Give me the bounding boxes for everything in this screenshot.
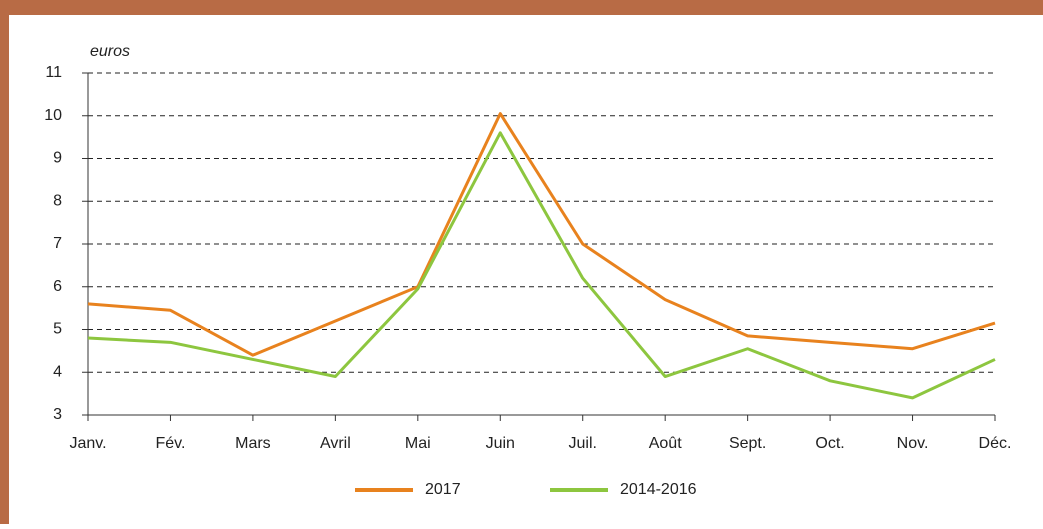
y-axis-label: euros — [90, 43, 130, 60]
y-tick-label: 10 — [44, 107, 62, 124]
x-tick-label: Fév. — [155, 435, 185, 452]
legend-label: 2014-2016 — [620, 481, 697, 498]
y-tick-label: 4 — [53, 363, 62, 380]
x-tick-label: Janv. — [69, 435, 106, 452]
x-tick-label: Mai — [405, 435, 431, 452]
x-tick-label: Nov. — [897, 435, 929, 452]
legend-label: 2017 — [425, 481, 461, 498]
x-tick-label: Mars — [235, 435, 271, 452]
y-tick-label: 7 — [53, 235, 62, 252]
series-line — [87, 131, 996, 400]
x-tick-label: Avril — [320, 435, 351, 452]
y-tick-label: 3 — [53, 406, 62, 423]
y-tick-label: 6 — [53, 278, 62, 295]
x-tick-label: Août — [649, 435, 682, 452]
y-tick-label: 8 — [53, 192, 62, 209]
background — [9, 15, 1043, 524]
y-tick-label: 5 — [53, 321, 62, 338]
x-tick-label: Juin — [486, 435, 515, 452]
y-tick-label: 9 — [53, 150, 62, 167]
y-tick-label: 11 — [45, 64, 62, 81]
x-tick-label: Oct. — [815, 435, 844, 452]
x-tick-label: Sept. — [729, 435, 766, 452]
series-line — [87, 112, 996, 357]
x-tick-label: Déc. — [979, 435, 1012, 452]
x-tick-label: Juil. — [569, 435, 597, 452]
